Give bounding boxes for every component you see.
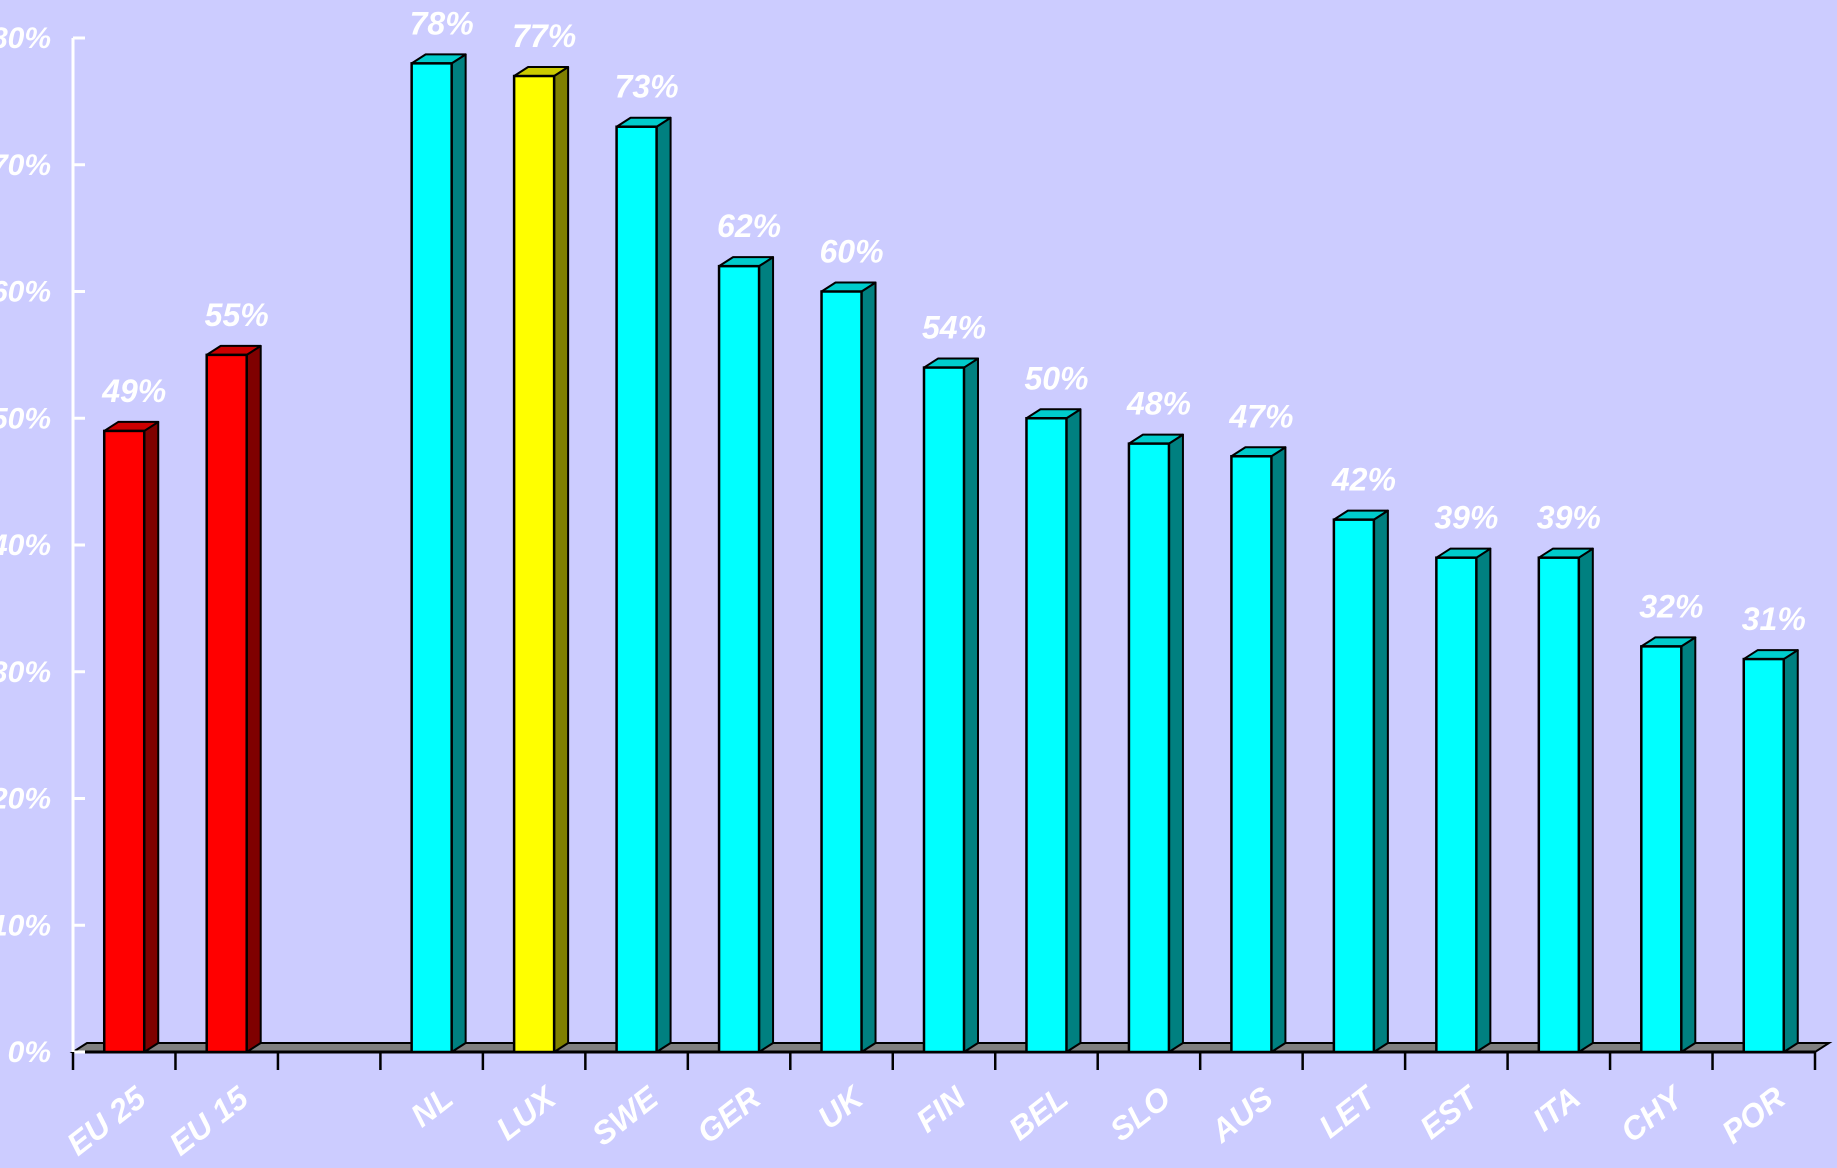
data-label-chy: 32%	[1639, 588, 1703, 624]
bar-bel	[1025, 408, 1082, 1054]
bar-front-face	[615, 125, 658, 1054]
data-label-eu-25: 49%	[101, 373, 166, 409]
data-label-bel: 50%	[1024, 360, 1088, 396]
bar-ger	[717, 256, 775, 1054]
data-label-ita: 39%	[1537, 500, 1601, 536]
data-label-eu-15: 55%	[205, 297, 269, 333]
bar-side-face	[1782, 649, 1799, 1053]
data-label-let: 42%	[1331, 462, 1396, 498]
bar-ita	[1537, 547, 1594, 1054]
data-label-swe: 73%	[615, 69, 679, 105]
y-tick-label: 70%	[0, 149, 51, 182]
bar-lux	[512, 66, 570, 1054]
bar-aus	[1230, 446, 1287, 1054]
bar-side-face	[1167, 433, 1184, 1053]
bar-front-face	[922, 366, 966, 1054]
bar-side-face	[963, 357, 979, 1053]
y-tick-label: 30%	[0, 656, 51, 689]
y-tick-label: 40%	[0, 529, 51, 562]
bar-por	[1742, 649, 1799, 1054]
y-tick-label: 60%	[0, 276, 51, 309]
bar-side-face	[1475, 547, 1492, 1053]
y-tick-label: 20%	[0, 783, 51, 816]
bar-front-face	[1435, 556, 1478, 1054]
data-label-est: 39%	[1434, 500, 1498, 536]
data-label-nl: 78%	[410, 5, 474, 41]
data-label-ger: 62%	[717, 208, 781, 244]
bar-side-face	[1680, 636, 1697, 1053]
bar-side-face	[450, 53, 467, 1053]
bar-est	[1435, 547, 1492, 1054]
bar-let	[1332, 509, 1389, 1054]
bar-front-face	[102, 429, 146, 1054]
bar-front-face	[1127, 442, 1171, 1054]
bar-eu-25	[102, 420, 160, 1054]
data-label-fin: 54%	[922, 310, 986, 346]
bar-front-face	[1332, 518, 1376, 1054]
bar-front-face	[1025, 417, 1068, 1054]
data-label-lux: 77%	[512, 18, 576, 54]
y-tick-label: 80%	[0, 22, 51, 55]
y-tick-label: 50%	[0, 402, 51, 435]
bar-side-face	[758, 256, 775, 1053]
bar-front-face	[1742, 657, 1786, 1054]
y-tick-label: 0%	[8, 1036, 51, 1069]
bar-side-face	[1372, 509, 1389, 1053]
bar-swe	[615, 116, 672, 1054]
bar-front-face	[1537, 556, 1581, 1054]
bar-front-face	[717, 264, 761, 1054]
data-label-aus: 47%	[1228, 398, 1293, 434]
bar-front-face	[410, 62, 453, 1054]
bar-side-face	[1270, 446, 1287, 1053]
bar-slo	[1127, 433, 1184, 1054]
y-tick-label: 10%	[0, 909, 51, 942]
bar-front-face	[1230, 455, 1273, 1054]
chart-bars	[102, 53, 1799, 1054]
bar-side-face	[860, 281, 877, 1053]
bar-front-face	[820, 290, 863, 1054]
data-label-por: 31%	[1742, 601, 1806, 637]
bar-fin	[922, 357, 979, 1054]
bar-front-face	[205, 353, 248, 1054]
bar-side-face	[553, 66, 570, 1053]
bar-front-face	[512, 74, 556, 1054]
bar-side-face	[245, 344, 262, 1053]
chart-axes: 0% 10% 20% 30% 40% 50% 60% 70% 80%	[0, 22, 1817, 1070]
bar-uk	[820, 281, 877, 1054]
bar-front-face	[1640, 645, 1683, 1054]
bar-side-face	[143, 420, 160, 1053]
bar-side-face	[655, 116, 672, 1053]
bar-side-face	[1577, 547, 1594, 1053]
data-label-uk: 60%	[820, 234, 884, 270]
bar-nl	[410, 53, 467, 1054]
bar-side-face	[1065, 408, 1082, 1053]
bar-eu-15	[205, 344, 262, 1054]
bar-chy	[1640, 636, 1697, 1054]
data-label-slo: 48%	[1126, 386, 1191, 422]
